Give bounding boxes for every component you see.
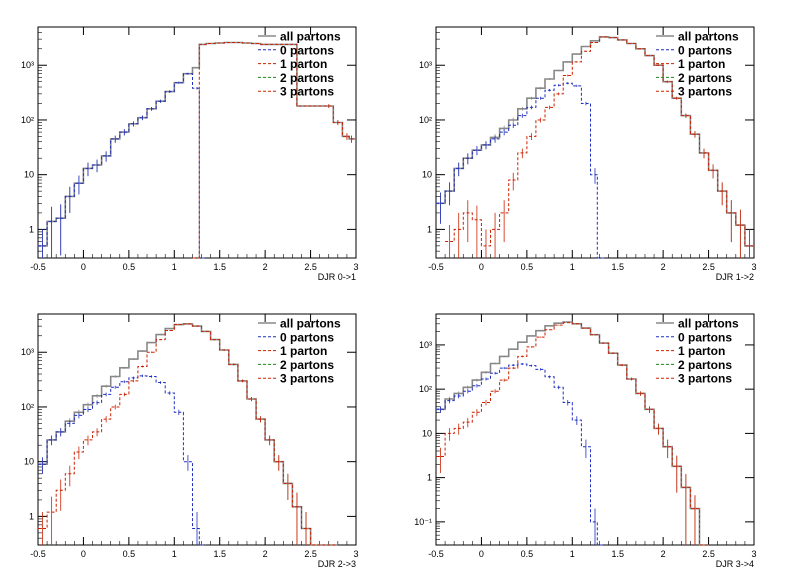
y-tick-label: 10² — [419, 115, 432, 125]
y-tick-label: 10 — [422, 170, 432, 180]
series-line-1-parton — [436, 322, 709, 546]
x-tick-label: 0.5 — [521, 262, 534, 272]
x-tick-label: 2.5 — [304, 262, 317, 272]
legend-label: 3 partons — [678, 372, 732, 386]
series-line-all-partons — [436, 321, 709, 546]
legend-label: 3 partons — [280, 85, 334, 99]
y-tick-label: 10² — [21, 402, 34, 412]
x-tick-label: -0.5 — [428, 262, 444, 272]
x-tick-label: -0.5 — [428, 549, 444, 559]
y-tick-label: 1 — [427, 473, 432, 483]
legend-label: 1 parton — [280, 57, 327, 71]
x-tick-label: 2.5 — [702, 262, 715, 272]
x-tick-label: -0.5 — [30, 262, 46, 272]
y-tick-label: 1 — [29, 511, 34, 521]
y-tick-label: 10 — [24, 170, 34, 180]
y-tick-label: 10³ — [21, 60, 34, 70]
legend-label: 1 parton — [280, 344, 327, 358]
x-axis-label: DJR 2->3 — [318, 559, 356, 569]
x-tick-label: 3 — [751, 549, 756, 559]
x-tick-label: 1.5 — [213, 262, 226, 272]
x-tick-label: 0 — [81, 262, 86, 272]
x-tick-label: 2.5 — [702, 549, 715, 559]
y-tick-label: 10 — [422, 428, 432, 438]
x-tick-label: 1.5 — [213, 549, 226, 559]
x-tick-label: 2 — [661, 262, 666, 272]
legend-label: 1 parton — [678, 344, 725, 358]
x-tick-label: 1 — [570, 549, 575, 559]
legend-label: 2 partons — [280, 358, 334, 372]
chart-panel-1: -0.5 0 0.5 1 1.5 2 2.5 3 1 10 10² 10³ DJR 0->1 all pa… — [21, 26, 359, 282]
y-tick-label: 1 — [29, 224, 34, 234]
plot-frame — [37, 26, 357, 259]
y-tick-label: 1 — [427, 224, 432, 234]
legend-label: all partons — [678, 317, 739, 331]
series-line-0-partons — [38, 375, 207, 546]
y-tick-label: 10³ — [419, 60, 432, 70]
series-line-1-parton — [445, 36, 754, 247]
y-tick-label: 10³ — [21, 347, 34, 357]
x-tick-label: 0.5 — [521, 549, 534, 559]
x-tick-label: 0 — [81, 549, 86, 559]
x-tick-label: 2 — [661, 549, 666, 559]
plot-frame — [435, 26, 755, 259]
y-tick-label: 10⁻¹ — [414, 517, 432, 527]
x-tick-label: 2 — [263, 262, 268, 272]
chart-panel-3: -0.5 0 0.5 1 1.5 2 2.5 3 1 10 10² 10³ DJR 2->3 all pa… — [21, 313, 359, 569]
x-tick-label: 1.5 — [611, 262, 624, 272]
x-tick-label: 1 — [172, 549, 177, 559]
y-tick-label: 10 — [24, 457, 34, 467]
legend-label: all partons — [280, 30, 341, 44]
x-tick-label: 0 — [479, 549, 484, 559]
chart-panel-4: -0.5 0 0.5 1 1.5 2 2.5 3 10⁻¹ 1 10 10² 10³ DJR 3->4 al… — [414, 313, 757, 569]
y-tick-label: 10³ — [419, 340, 432, 350]
x-axis-label: DJR 3->4 — [716, 559, 754, 569]
legend-label: 0 partons — [280, 330, 334, 344]
x-tick-label: 2.5 — [304, 549, 317, 559]
series-line-0-partons — [436, 363, 605, 546]
series-line-1-parton — [192, 42, 356, 259]
x-tick-label: 2 — [263, 549, 268, 559]
legend-label: 0 partons — [280, 43, 334, 57]
chart-panel-2: -0.5 0 0.5 1 1.5 2 2.5 3 1 10 10² 10³ DJR 1->2 all pa… — [419, 26, 757, 282]
legend-label: 1 parton — [678, 57, 725, 71]
x-tick-label: 1 — [172, 262, 177, 272]
x-axis-label: DJR 1->2 — [716, 272, 754, 282]
x-tick-label: 0.5 — [123, 549, 136, 559]
series-line-0-partons — [436, 82, 605, 259]
legend-label: 2 partons — [678, 71, 732, 85]
series-line-0-partons — [38, 73, 207, 259]
legend-label: all partons — [678, 30, 739, 44]
x-tick-label: 3 — [353, 549, 358, 559]
x-tick-label: 3 — [353, 262, 358, 272]
y-tick-label: 10² — [21, 115, 34, 125]
x-tick-label: -0.5 — [30, 549, 46, 559]
x-tick-label: 0.5 — [123, 262, 136, 272]
x-tick-label: 1 — [570, 262, 575, 272]
x-tick-label: 0 — [479, 262, 484, 272]
x-axis-label: DJR 0->1 — [318, 272, 356, 282]
legend-label: 2 partons — [678, 358, 732, 372]
legend-label: all partons — [280, 317, 341, 331]
legend-label: 2 partons — [280, 71, 334, 85]
legend-label: 3 partons — [280, 372, 334, 386]
x-tick-label: 1.5 — [611, 549, 624, 559]
x-tick-label: 3 — [751, 262, 756, 272]
legend-label: 3 partons — [678, 85, 732, 99]
legend-label: 0 partons — [678, 330, 732, 344]
legend-label: 0 partons — [678, 43, 732, 57]
y-tick-label: 10² — [419, 384, 432, 394]
